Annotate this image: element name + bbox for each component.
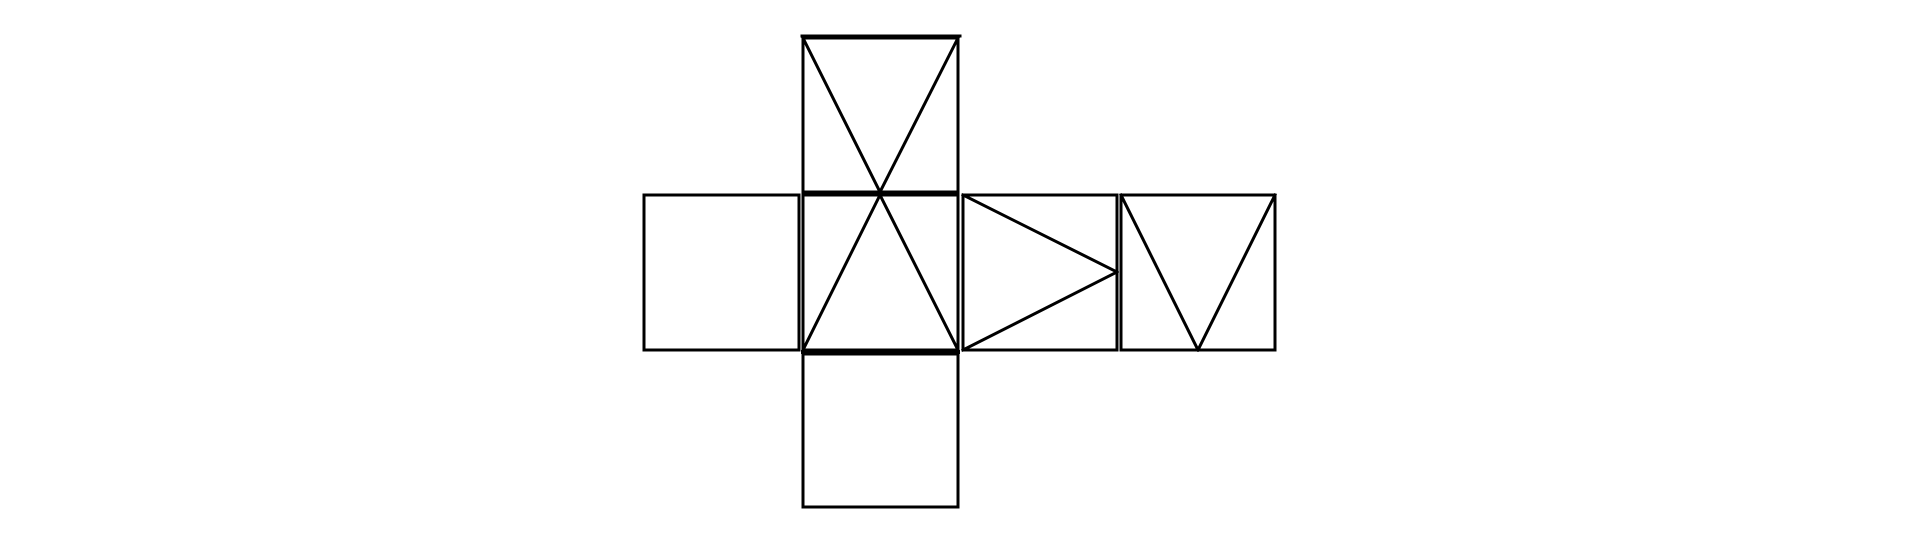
face-bottom-square (801, 352, 960, 509)
face-bottom (801, 352, 960, 509)
face-right-diagonal-lower (960, 269, 1120, 353)
face-left (642, 193, 801, 352)
face-far-right-diagonal-right (1195, 192, 1278, 353)
face-center (800, 192, 961, 354)
face-top-diagonal-right (877, 35, 961, 195)
face-center-diagonal-left (800, 192, 883, 353)
face-far-right-square (1119, 193, 1277, 352)
face-top-diagonal-left (800, 35, 883, 195)
face-top (800, 34, 962, 195)
face-right (960, 192, 1120, 353)
face-far-right-diagonal-left (1118, 192, 1201, 353)
face-center-square (801, 193, 960, 352)
face-far-right (1118, 192, 1278, 353)
face-right-diagonal-upper (960, 192, 1120, 275)
face-left-square (642, 193, 801, 352)
face-right-square (961, 193, 1119, 352)
face-top-square (801, 36, 960, 194)
face-center-diagonal-right (877, 192, 961, 353)
